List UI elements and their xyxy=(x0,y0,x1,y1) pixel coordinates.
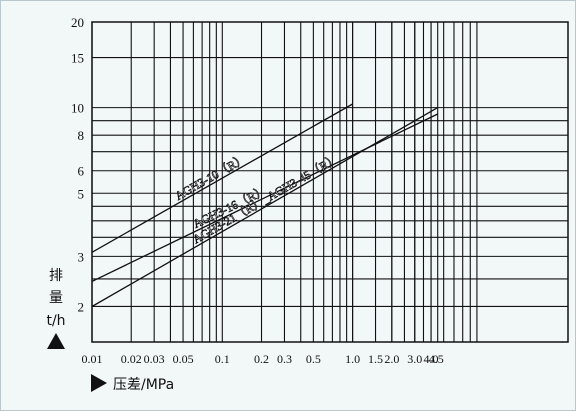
right-arrow-icon xyxy=(91,374,107,392)
x-tick-label: 1.5 xyxy=(368,352,383,366)
y-axis-title-line-2: 量 xyxy=(49,290,63,306)
y-tick-label: 2 xyxy=(78,299,85,314)
y-tick-label: 10 xyxy=(71,101,84,116)
plot-border xyxy=(91,21,569,343)
x-tick-label: 3.0 xyxy=(407,352,422,366)
y-tick-label: 15 xyxy=(71,51,84,66)
y-axis-title: 排 量 t/h xyxy=(46,268,66,349)
series-lines xyxy=(91,103,439,308)
grid xyxy=(91,21,568,342)
x-tick-label: 0.01 xyxy=(82,352,103,366)
x-tick-label: 4.0 xyxy=(424,352,439,366)
y-tick-label: 20 xyxy=(71,15,84,30)
series-label-3: AGH3-21（R）_AGH3-45（R） xyxy=(190,151,341,246)
x-tick-label: 0.2 xyxy=(254,352,269,366)
y-tick-label: 5 xyxy=(78,186,85,201)
y-axis-title-line-3: t/h xyxy=(46,313,65,329)
x-tick-label: 0.02 xyxy=(121,352,142,366)
x-tick-label: 0.05 xyxy=(173,352,194,366)
series-line-3 xyxy=(91,107,439,308)
x-tick-label: 0.03 xyxy=(144,352,165,366)
y-axis-title-line-1: 排 xyxy=(49,268,63,284)
x-axis-title: 压差/MPa xyxy=(91,374,174,393)
x-tick-labels: 0.01 0.02 0.03 0.05 0.1 0.2 0.3 0.5 1.0 1.5 2.0 3.0… xyxy=(82,352,444,366)
series-line-1 xyxy=(91,103,353,253)
x-tick-label: 0.5 xyxy=(306,352,321,366)
x-tick-label: 4.5 xyxy=(429,352,444,366)
x-tick-label: 0.3 xyxy=(277,352,292,366)
y-tick-label: 3 xyxy=(78,249,85,264)
x-tick-label: 1.0 xyxy=(345,352,360,366)
y-tick-labels: 2 3 5 6 8 10 15 20 xyxy=(71,15,85,314)
x-tick-label: 0.1 xyxy=(215,352,230,366)
y-tick-label: 6 xyxy=(78,164,85,179)
y-tick-label: 8 xyxy=(78,128,85,143)
x-tick-label: 2.0 xyxy=(384,352,399,366)
up-arrow-icon xyxy=(47,333,65,349)
series-line-2 xyxy=(91,113,438,282)
series-labels: AGH3-10（R）AGH3-16（R）AGH3-21（R）_AGH3-45（R… xyxy=(172,151,341,247)
x-axis-title-text: 压差/MPa xyxy=(113,377,174,393)
